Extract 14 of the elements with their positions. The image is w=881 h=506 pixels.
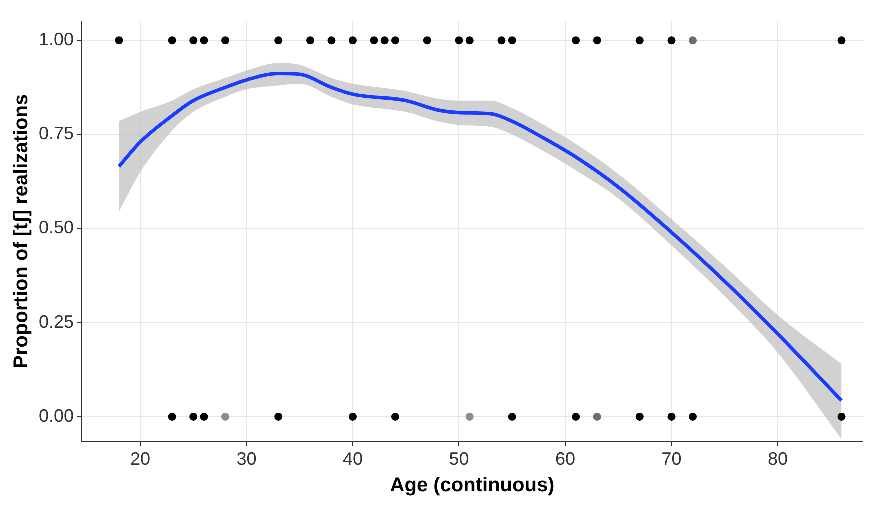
y-tick-label: 0.00 xyxy=(38,406,74,426)
y-tick-label: 0.75 xyxy=(38,124,74,144)
y-tick-label: 0.50 xyxy=(38,218,74,238)
y-tick-label: 1.00 xyxy=(38,30,74,50)
y-axis-title: Proportion of [tʃ] realizations xyxy=(10,94,33,369)
x-tick-label: 60 xyxy=(555,449,576,470)
x-tick-label: 50 xyxy=(449,449,470,470)
x-tick-label: 80 xyxy=(768,449,788,470)
y-tick-label: 0.25 xyxy=(38,312,74,332)
x-tick-label: 40 xyxy=(342,449,363,470)
x-tick-label: 70 xyxy=(662,449,682,470)
x-axis-title: Age (continuous) xyxy=(390,474,555,497)
x-tick-label: 30 xyxy=(236,449,257,470)
x-tick-label: 20 xyxy=(130,449,150,470)
